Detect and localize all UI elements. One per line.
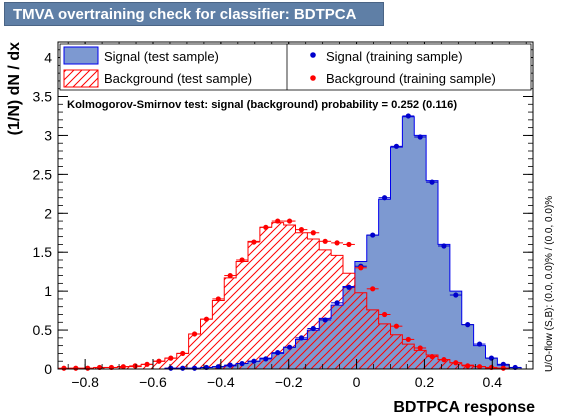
background-train-point [334,240,340,246]
background-train-point [453,360,459,366]
background-train-point [251,239,257,245]
background-train-point [215,296,221,302]
y-tick-label: 3.5 [33,89,53,105]
x-tick-label: 0.4 [483,374,503,390]
background-train-point [405,336,411,343]
x-tick-label: −0.2 [275,374,303,390]
background-train-point [191,331,198,337]
background-train-point [370,286,376,292]
legend-background-train-label: Background (training sample) [326,71,496,86]
ks-test-text: Kolmogorov-Smirnov test: signal (backgro… [67,99,457,111]
signal-train-point [215,364,221,370]
legend-background-test-label: Background (test sample) [104,71,252,86]
y-axis-label: (1/N) dN / dx [6,42,23,135]
x-tick-label: 0.2 [415,374,435,390]
signal-train-point [381,195,388,201]
signal-train-point [441,243,447,249]
signal-train-point [488,355,495,361]
background-train-point [322,238,328,244]
y-tick-label: 2 [44,205,52,221]
signal-train-point [286,344,293,350]
x-axis-label: BDTPCA response [393,399,535,416]
background-train-point [310,230,316,236]
background-train-point [298,227,305,233]
background-train-point [263,224,269,230]
overflow-side-text: U/O-flow (S,B): (0.0, 0.0)% / (0.0, 0.0)… [544,196,555,372]
background-test-hist-fill [58,222,533,369]
background-train-point [132,363,138,369]
background-train-point [417,345,423,351]
signal-train-point [310,325,316,332]
title-banner: TMVA overtraining check for classifier: … [4,2,384,26]
signal-train-point [417,134,423,140]
background-train-point [180,350,186,357]
y-tick-label: 1.5 [33,244,53,260]
signal-train-point [370,232,376,238]
background-train-point [441,357,447,363]
window-title: TMVA overtraining check for classifier: … [13,6,357,23]
y-tick-label: 2.5 [33,166,53,182]
signal-train-point [346,284,352,290]
signal-train-point [191,365,198,371]
background-train-point [73,365,79,371]
background-train-point [393,323,400,329]
background-train-point [500,365,506,371]
background-train-point [203,316,210,322]
legend-background-train-marker [310,75,316,81]
y-tick-label: 1 [44,283,52,299]
signal-train-point [239,360,245,367]
x-tick-label: −0.6 [139,374,167,390]
background-train-point [429,353,435,360]
signal-train-point [429,179,435,185]
y-tick-label: 4 [44,50,52,66]
signal-train-point [453,292,459,298]
signal-train-point [465,322,471,328]
x-tick-label: −0.8 [71,374,99,390]
legend: Signal (test sample) Background (test sa… [59,43,532,91]
signal-train-point [334,300,340,306]
background-train-point [346,241,352,248]
background-train-point [286,218,293,224]
legend-signal-test-swatch [63,46,99,65]
background-train-point [144,361,150,367]
signal-train-point [298,335,305,341]
background-train-point [358,265,364,271]
background-train-point [465,363,471,369]
y-tick-label: 0 [44,361,52,377]
x-tick-label: −0.4 [207,374,235,390]
signal-train-point [275,350,281,356]
x-tick-label: 0 [353,374,361,390]
background-train-point [156,358,162,364]
background-train-point [85,365,91,371]
background-train-point [168,355,174,361]
signal-train-point [180,365,186,371]
background-train-point [381,311,388,318]
y-tick-label: 0.5 [33,322,53,338]
signal-train-point [322,317,328,323]
signal-train-point [227,362,233,368]
background-train-point [227,272,233,279]
signal-train-point [500,361,506,367]
background-train-point [476,364,483,370]
signal-train-point [405,113,411,119]
signal-train-point [476,341,483,347]
background-train-point [120,364,126,370]
legend-signal-test-label: Signal (test sample) [104,49,219,64]
legend-signal-train-label: Signal (training sample) [326,49,463,64]
signal-train-point [263,356,269,362]
signal-train-point [251,358,257,364]
legend-background-test-swatch [63,69,99,88]
background-train-point [239,257,245,263]
background-train-point [275,218,281,224]
signal-test-hist-fill [58,116,533,369]
background-train-point [61,365,67,371]
signal-train-point [393,143,400,149]
legend-signal-train-marker [310,52,316,58]
signal-train-point [168,365,174,371]
y-tick-label: 3 [44,127,52,143]
